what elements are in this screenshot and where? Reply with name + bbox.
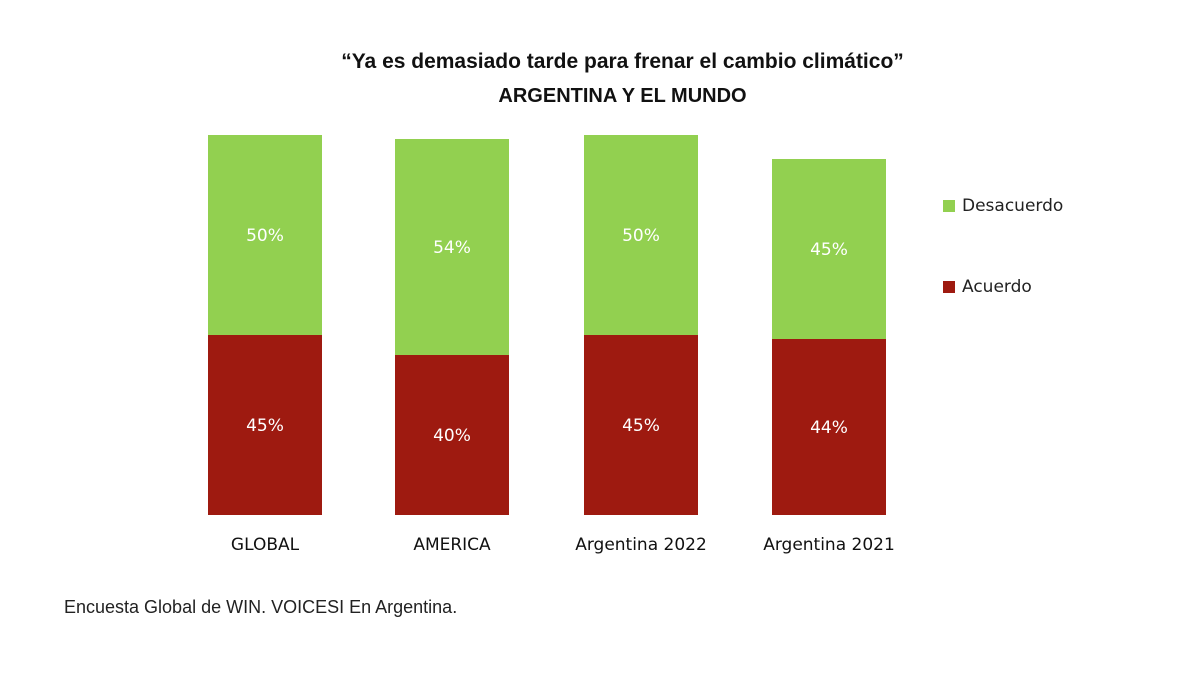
data-label-desacuerdo-argentina-2022: 50%	[622, 226, 660, 246]
chart-title: “Ya es demasiado tarde para frenar el ca…	[341, 50, 904, 73]
data-label-desacuerdo-america: 54%	[433, 238, 471, 258]
legend-label-acuerdo: Acuerdo	[962, 277, 1032, 297]
data-label-acuerdo-global: 45%	[246, 416, 284, 436]
bar-acuerdo-argentina-2021	[772, 339, 886, 515]
bar-desacuerdo-global	[208, 135, 322, 335]
bar-desacuerdo-argentina-2022	[584, 135, 698, 335]
legend-label-desacuerdo: Desacuerdo	[962, 196, 1064, 216]
data-label-acuerdo-argentina-2022: 45%	[622, 416, 660, 436]
legend-item-desacuerdo: Desacuerdo	[943, 194, 1063, 218]
bar-acuerdo-argentina-2022	[584, 335, 698, 515]
legend-swatch-acuerdo	[943, 281, 955, 293]
source-note: Encuesta Global de WIN. VOICESI En Argen…	[64, 597, 458, 617]
bar-acuerdo-global	[208, 335, 322, 515]
legend-swatch-desacuerdo	[943, 200, 955, 212]
category-label-argentina-2021: Argentina 2021	[763, 535, 895, 555]
bar-desacuerdo-america	[395, 139, 509, 355]
category-label-america: AMERICA	[413, 535, 491, 555]
data-label-desacuerdo-argentina-2021: 45%	[810, 240, 848, 260]
bar-acuerdo-america	[395, 355, 509, 515]
bar-desacuerdo-argentina-2021	[772, 159, 886, 339]
data-label-acuerdo-america: 40%	[433, 426, 471, 446]
category-label-global: GLOBAL	[231, 535, 300, 555]
legend-item-acuerdo: Acuerdo	[943, 275, 1032, 299]
chart-subtitle: ARGENTINA Y EL MUNDO	[498, 85, 747, 107]
data-label-desacuerdo-global: 50%	[246, 226, 284, 246]
data-label-acuerdo-argentina-2021: 44%	[810, 418, 848, 438]
category-label-argentina-2022: Argentina 2022	[575, 535, 707, 555]
